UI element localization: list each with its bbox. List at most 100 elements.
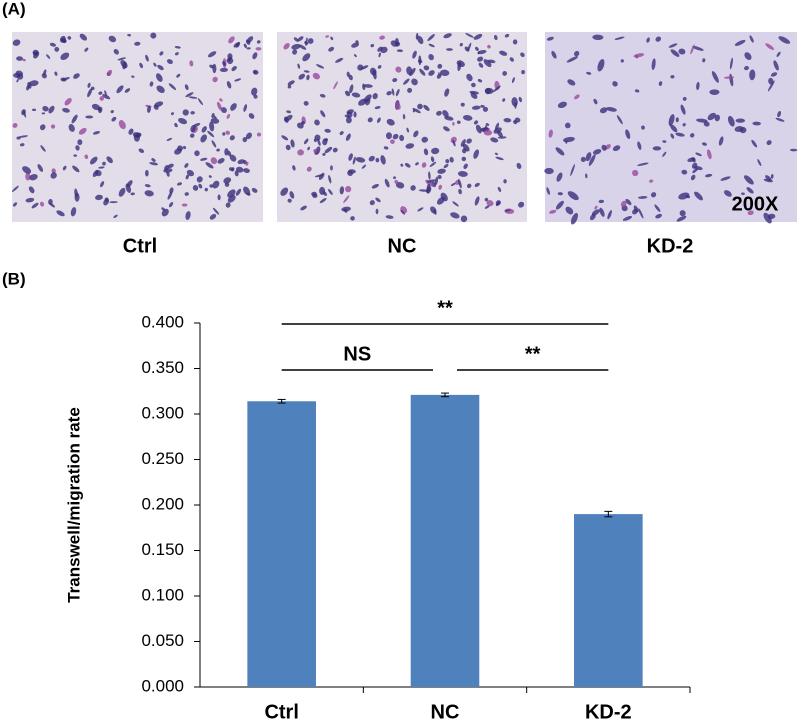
cell [682,123,686,127]
cell [706,149,712,160]
cell [355,157,366,163]
cell [377,65,382,69]
cell [734,39,746,46]
cell [518,201,525,208]
cell [304,41,309,45]
cell [314,119,320,126]
cell [679,210,686,217]
cell [749,35,754,43]
cell [471,105,481,110]
cell [419,68,426,76]
cell [690,44,695,55]
cell [246,47,251,50]
bar [574,514,643,687]
cell [567,191,579,201]
cell [251,187,258,193]
cell [41,112,46,115]
cell [317,138,321,146]
x-tick-label: KD-2 [585,701,632,723]
cell [231,65,237,72]
cell [392,133,399,140]
cell [314,134,321,141]
y-tick-label: 0.150 [141,540,184,559]
cell [138,148,145,154]
cell [477,49,487,55]
cell [768,77,774,85]
cell [386,91,392,96]
cell [449,156,454,163]
cell [385,132,392,140]
cell [182,145,187,150]
cell [168,202,174,208]
cell [153,62,157,67]
cell [727,115,735,127]
cell [109,201,118,204]
cell [149,162,158,166]
cell [70,207,77,217]
cell [209,121,215,132]
cell [72,165,80,173]
bar [410,394,480,687]
cell [691,162,698,169]
cell [402,114,406,120]
cell [392,78,398,83]
cell [29,80,39,87]
cell [718,136,724,146]
cell [319,198,327,204]
cell [292,165,296,171]
cell [456,120,461,124]
cell [777,111,782,118]
cell [11,185,19,192]
cell [184,163,189,168]
cell [204,187,208,192]
cell [474,196,480,206]
cell [64,97,72,106]
cell [328,175,332,184]
cell [145,169,149,177]
cell [521,70,525,75]
cell [200,157,208,161]
cell [446,48,453,51]
cell [495,200,501,206]
cell [73,154,78,157]
cell [570,164,575,177]
cell [601,144,607,151]
cell [473,120,479,125]
cell [423,65,430,71]
cell [155,73,163,82]
cell [185,174,190,180]
cell [300,205,307,211]
cell [495,156,504,161]
cell [417,35,424,45]
cell [390,40,398,47]
cell [335,57,344,63]
cell [695,152,702,157]
cell [248,113,255,119]
cell [120,59,128,69]
cell [692,168,698,174]
cell [75,145,80,151]
cell [471,82,476,88]
cell [477,56,484,62]
cell [502,70,508,76]
cell [287,84,292,89]
cell [209,184,214,188]
cell [567,79,576,86]
cell [84,154,89,159]
cell [775,117,785,122]
cell [412,50,417,59]
cell [16,56,24,61]
cell [201,126,207,133]
cell [375,208,379,215]
cell [551,50,557,59]
cell [597,59,605,72]
cell [106,156,113,164]
cell [67,36,72,40]
cell [391,88,395,96]
cell [494,152,498,156]
cell [216,148,220,152]
cell [95,194,103,201]
cell [412,107,421,114]
cell [188,96,198,99]
cell [127,33,132,37]
